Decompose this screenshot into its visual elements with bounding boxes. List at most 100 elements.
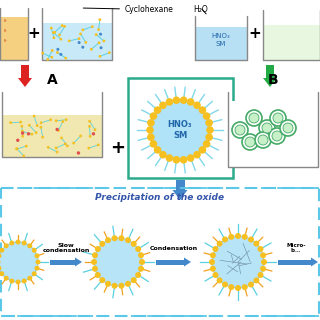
Circle shape xyxy=(36,124,39,127)
Circle shape xyxy=(112,235,117,241)
Circle shape xyxy=(172,96,180,104)
Bar xyxy=(263,25,319,60)
Circle shape xyxy=(99,277,105,283)
Circle shape xyxy=(172,156,180,164)
Circle shape xyxy=(63,25,66,28)
Polygon shape xyxy=(184,258,191,267)
Circle shape xyxy=(22,155,25,157)
Circle shape xyxy=(203,112,210,120)
Circle shape xyxy=(154,106,161,114)
Circle shape xyxy=(20,125,23,128)
Circle shape xyxy=(33,115,36,117)
Circle shape xyxy=(253,241,260,247)
Circle shape xyxy=(210,252,216,258)
Polygon shape xyxy=(75,258,82,267)
Circle shape xyxy=(66,145,69,147)
Circle shape xyxy=(108,51,111,54)
Circle shape xyxy=(154,146,161,154)
Circle shape xyxy=(88,125,91,128)
Circle shape xyxy=(27,243,32,248)
Bar xyxy=(228,101,317,166)
Text: HNO₃
SM: HNO₃ SM xyxy=(212,34,230,47)
Circle shape xyxy=(46,58,49,61)
Circle shape xyxy=(53,31,56,34)
Circle shape xyxy=(187,98,195,106)
Circle shape xyxy=(91,259,97,265)
Circle shape xyxy=(235,125,245,135)
Circle shape xyxy=(222,236,228,243)
Circle shape xyxy=(55,147,58,149)
Circle shape xyxy=(255,132,271,148)
Circle shape xyxy=(32,248,37,253)
Circle shape xyxy=(187,154,195,162)
Circle shape xyxy=(21,132,24,135)
Circle shape xyxy=(199,146,206,154)
Circle shape xyxy=(72,142,75,145)
Text: Micro-
b...: Micro- b... xyxy=(286,243,306,253)
Circle shape xyxy=(99,55,101,58)
Circle shape xyxy=(97,143,100,146)
Circle shape xyxy=(217,241,223,247)
Circle shape xyxy=(15,279,20,284)
Polygon shape xyxy=(18,78,32,87)
Text: Cyclohexane: Cyclohexane xyxy=(83,5,174,14)
Bar xyxy=(50,260,75,265)
Circle shape xyxy=(159,101,167,109)
Circle shape xyxy=(27,276,32,281)
Circle shape xyxy=(100,46,102,49)
Circle shape xyxy=(258,246,263,252)
Circle shape xyxy=(270,110,286,126)
Circle shape xyxy=(112,283,117,289)
Circle shape xyxy=(39,126,42,129)
Circle shape xyxy=(147,119,155,127)
Circle shape xyxy=(280,120,296,136)
Polygon shape xyxy=(311,258,318,267)
Circle shape xyxy=(64,142,67,145)
Bar xyxy=(175,180,185,190)
Circle shape xyxy=(15,148,18,150)
Circle shape xyxy=(102,40,105,42)
Text: Fr: Fr xyxy=(4,39,8,43)
Circle shape xyxy=(27,132,30,136)
Text: B: B xyxy=(268,73,278,87)
Circle shape xyxy=(165,98,173,106)
Circle shape xyxy=(4,243,9,248)
Polygon shape xyxy=(263,78,277,87)
Bar xyxy=(156,260,184,265)
Circle shape xyxy=(283,123,293,133)
Text: A: A xyxy=(47,73,57,87)
Bar xyxy=(128,78,233,178)
Circle shape xyxy=(0,248,4,253)
Circle shape xyxy=(205,119,213,127)
Circle shape xyxy=(150,140,157,148)
Circle shape xyxy=(259,120,275,136)
Circle shape xyxy=(258,272,263,278)
Circle shape xyxy=(212,236,264,288)
Circle shape xyxy=(235,285,241,291)
Circle shape xyxy=(260,252,266,258)
Circle shape xyxy=(95,246,101,252)
Circle shape xyxy=(199,106,206,114)
Circle shape xyxy=(68,39,71,42)
Bar xyxy=(43,22,111,60)
Circle shape xyxy=(60,38,62,41)
Circle shape xyxy=(77,151,80,155)
Bar xyxy=(278,260,311,265)
Text: +: + xyxy=(110,139,125,157)
Circle shape xyxy=(81,28,84,31)
Circle shape xyxy=(262,123,272,133)
Circle shape xyxy=(217,277,223,284)
Circle shape xyxy=(55,119,58,122)
Circle shape xyxy=(79,33,82,35)
Circle shape xyxy=(95,272,101,278)
Circle shape xyxy=(99,18,101,21)
Circle shape xyxy=(40,121,43,124)
Circle shape xyxy=(249,113,259,123)
Circle shape xyxy=(9,240,14,245)
Circle shape xyxy=(55,128,59,131)
Circle shape xyxy=(242,234,248,240)
Text: Condensation: Condensation xyxy=(150,245,198,251)
Circle shape xyxy=(139,259,145,265)
Circle shape xyxy=(165,154,173,162)
Circle shape xyxy=(180,156,188,164)
